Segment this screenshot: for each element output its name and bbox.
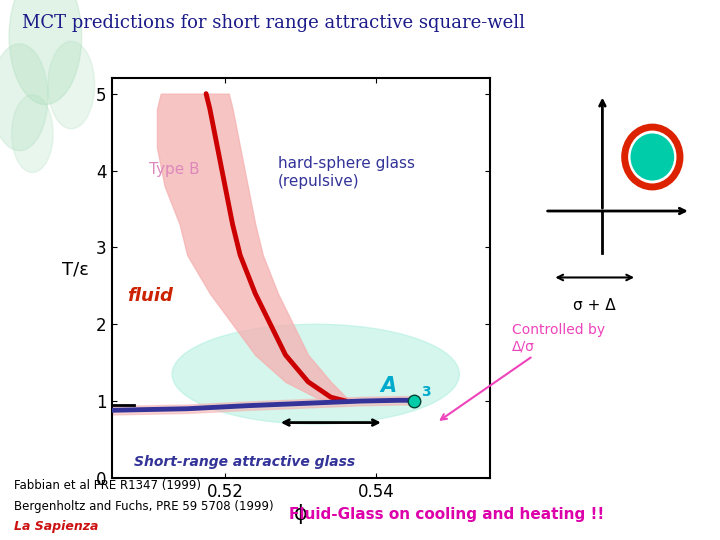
Circle shape xyxy=(9,0,81,105)
Ellipse shape xyxy=(172,324,459,424)
Text: hard-sphere glass
(repulsive): hard-sphere glass (repulsive) xyxy=(278,157,415,189)
Text: Type B: Type B xyxy=(150,163,200,177)
Text: La Sapienza: La Sapienza xyxy=(14,520,99,534)
Text: MCT predictions for short range attractive square-well: MCT predictions for short range attracti… xyxy=(22,14,525,31)
Circle shape xyxy=(0,44,48,151)
Text: Fluid-Glass on cooling and heating !!: Fluid-Glass on cooling and heating !! xyxy=(289,508,604,523)
Circle shape xyxy=(631,134,673,180)
Text: 3: 3 xyxy=(421,384,431,399)
Text: Fabbian et al PRE R1347 (1999): Fabbian et al PRE R1347 (1999) xyxy=(14,478,202,492)
Text: σ + Δ: σ + Δ xyxy=(573,298,616,313)
Text: A: A xyxy=(380,376,396,396)
X-axis label: ϕ: ϕ xyxy=(294,503,307,524)
Circle shape xyxy=(12,95,53,172)
Circle shape xyxy=(48,41,94,129)
Y-axis label: T/ε: T/ε xyxy=(62,260,89,278)
Text: fluid: fluid xyxy=(127,287,173,305)
Text: Controlled by
Δ/σ: Controlled by Δ/σ xyxy=(441,323,606,420)
Text: Bergenholtz and Fuchs, PRE 59 5708 (1999): Bergenholtz and Fuchs, PRE 59 5708 (1999… xyxy=(14,500,274,514)
Text: Short-range attractive glass: Short-range attractive glass xyxy=(135,455,356,469)
